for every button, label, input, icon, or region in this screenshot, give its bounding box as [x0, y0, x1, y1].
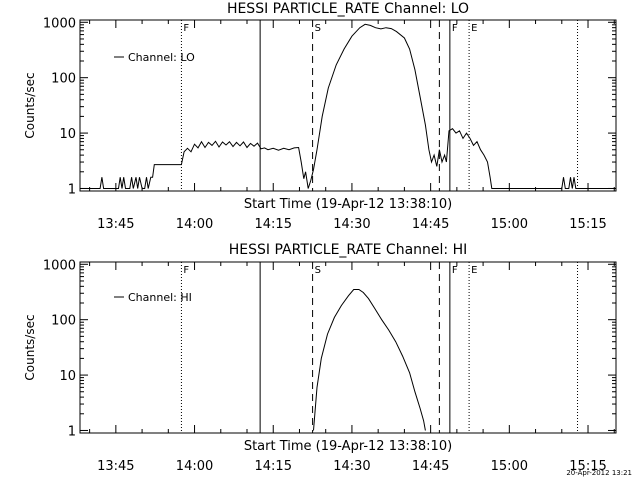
- y-tick-label: 1: [68, 424, 76, 439]
- y-axis-label: Counts/sec: [23, 72, 37, 138]
- legend-label: Channel: HI: [128, 291, 192, 304]
- y-tick-label: 1: [68, 182, 76, 197]
- y-tick-label: 1000: [43, 258, 76, 273]
- y-tick-label: 10: [59, 127, 76, 142]
- chart-title: HESSI PARTICLE_RATE Channel: HI: [229, 242, 467, 258]
- x-tick-label: 14:15: [255, 459, 292, 474]
- event-marker-label: F: [183, 23, 189, 34]
- plot-frame: [79, 19, 617, 192]
- x-tick-label: 13:45: [97, 459, 134, 474]
- x-tick-label: 15:00: [491, 459, 528, 474]
- x-tick-label: 14:30: [333, 217, 370, 232]
- y-tick-label: 100: [51, 72, 76, 87]
- x-tick-label: 14:00: [176, 217, 213, 232]
- x-tick-label: 14:45: [412, 459, 449, 474]
- chart-panel-lo: HESSI PARTICLE_RATE Channel: LO Counts/se…: [23, 1, 617, 232]
- chart-title: HESSI PARTICLE_RATE Channel: LO: [227, 1, 469, 17]
- x-axis-label: Start Time (19-Apr-12 13:38:10): [244, 197, 452, 212]
- event-marker-label: S: [315, 23, 321, 34]
- legend-label: Channel: LO: [128, 51, 195, 64]
- event-marker-label: F: [183, 265, 189, 276]
- y-tick-label: 1000: [43, 16, 76, 31]
- chart-panel-hi: HESSI PARTICLE_RATE Channel: HI Counts/se…: [23, 242, 617, 474]
- x-tick-label: 14:45: [412, 217, 449, 232]
- series-line: [313, 289, 426, 431]
- x-tick-label: 14:00: [176, 459, 213, 474]
- y-tick-label: 10: [59, 369, 76, 384]
- y-tick-label: 100: [51, 314, 76, 329]
- x-tick-label: 14:30: [333, 459, 370, 474]
- x-tick-label: 13:45: [97, 217, 134, 232]
- event-marker-label: F: [452, 23, 458, 34]
- series-line: [80, 23, 616, 189]
- x-tick-label: 15:00: [491, 217, 528, 232]
- x-tick-label: 15:15: [569, 217, 606, 232]
- event-marker-label: E: [471, 23, 477, 34]
- x-tick-label: 15:15: [569, 459, 606, 474]
- plot-frame: [79, 261, 617, 434]
- plot-timestamp: 20-Apr-2012 13:21: [566, 469, 632, 477]
- event-marker-label: S: [315, 265, 321, 276]
- x-axis-label: Start Time (19-Apr-12 13:38:10): [244, 439, 452, 454]
- x-tick-label: 14:15: [255, 217, 292, 232]
- event-marker-label: E: [471, 265, 477, 276]
- event-marker-label: F: [452, 265, 458, 276]
- y-axis-label: Counts/sec: [23, 314, 37, 380]
